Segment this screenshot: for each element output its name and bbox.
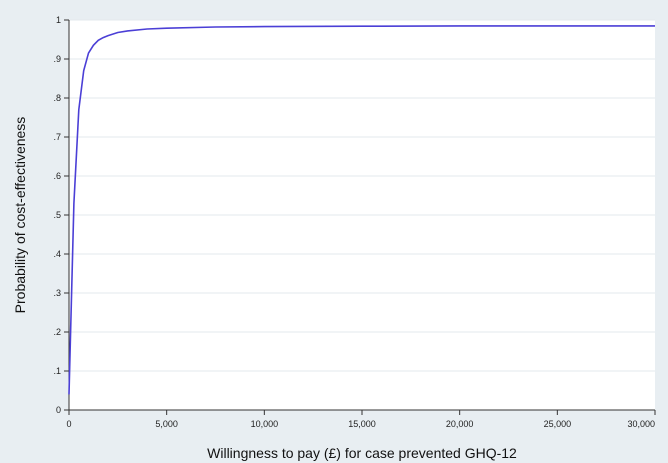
y-ticks: 0 .1 .2 .3 .4 .5 .6 .7 .8 .9 1: [53, 15, 69, 415]
cost-effectiveness-curve: [68, 25, 655, 395]
x-axis-title: Willingness to pay (£) for case prevente…: [207, 445, 517, 461]
gridlines: [69, 19, 655, 372]
y-tick-label: .1: [53, 366, 61, 376]
x-tick-label: 15,000: [348, 419, 376, 429]
y-tick-label: .4: [53, 249, 61, 259]
x-tick-label: 20,000: [446, 419, 474, 429]
y-tick-label: .5: [53, 210, 61, 220]
y-tick-label: .8: [53, 93, 61, 103]
y-tick-label: 0: [56, 405, 61, 415]
y-tick-label: .9: [53, 54, 61, 64]
x-tick-label: 5,000: [155, 419, 178, 429]
y-tick-label: 1: [56, 15, 61, 25]
x-tick-label: 10,000: [251, 419, 279, 429]
x-ticks: 0 5,000 10,000 15,000 20,000 25,000 30,000: [66, 410, 656, 429]
x-tick-label: 0: [66, 419, 71, 429]
y-tick-label: .6: [53, 171, 61, 181]
y-tick-label: .7: [53, 132, 61, 142]
y-tick-label: .3: [53, 288, 61, 298]
y-axis-title: Probability of cost-effectiveness: [12, 117, 28, 314]
x-tick-label: 25,000: [544, 419, 572, 429]
y-tick-label: .2: [53, 327, 61, 337]
x-tick-label: 30,000: [627, 419, 655, 429]
